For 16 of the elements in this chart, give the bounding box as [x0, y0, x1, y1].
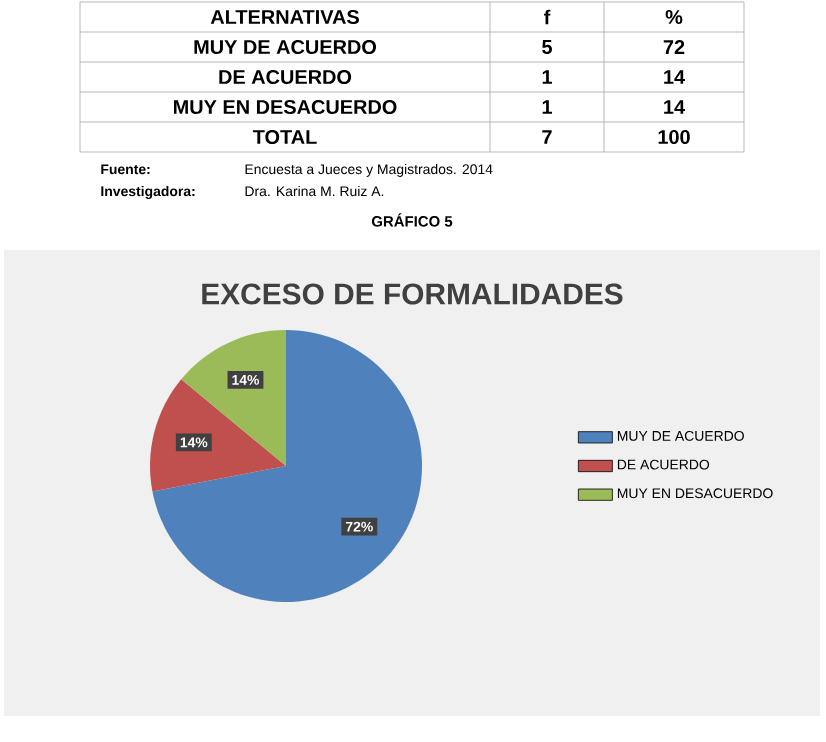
text: 100	[658, 129, 690, 145]
text: ALTERNATIVAS	[210, 9, 359, 25]
text: 1	[542, 100, 552, 114]
text: 1	[542, 70, 552, 84]
text: TOTAL	[252, 129, 317, 145]
text: %	[665, 9, 683, 25]
text: 72	[663, 40, 685, 54]
text: 14	[664, 100, 685, 114]
text: MUY EN DESACUERDO	[173, 99, 397, 115]
chart-title: EXCESO DE FORMALIDADES	[202, 283, 623, 305]
text: 5	[542, 40, 552, 54]
text: 7	[542, 130, 552, 144]
text: f	[544, 9, 551, 25]
text: MUY DE ACUERDO	[194, 39, 376, 55]
text: 14	[664, 70, 685, 84]
text: DE ACUERDO	[219, 69, 352, 85]
